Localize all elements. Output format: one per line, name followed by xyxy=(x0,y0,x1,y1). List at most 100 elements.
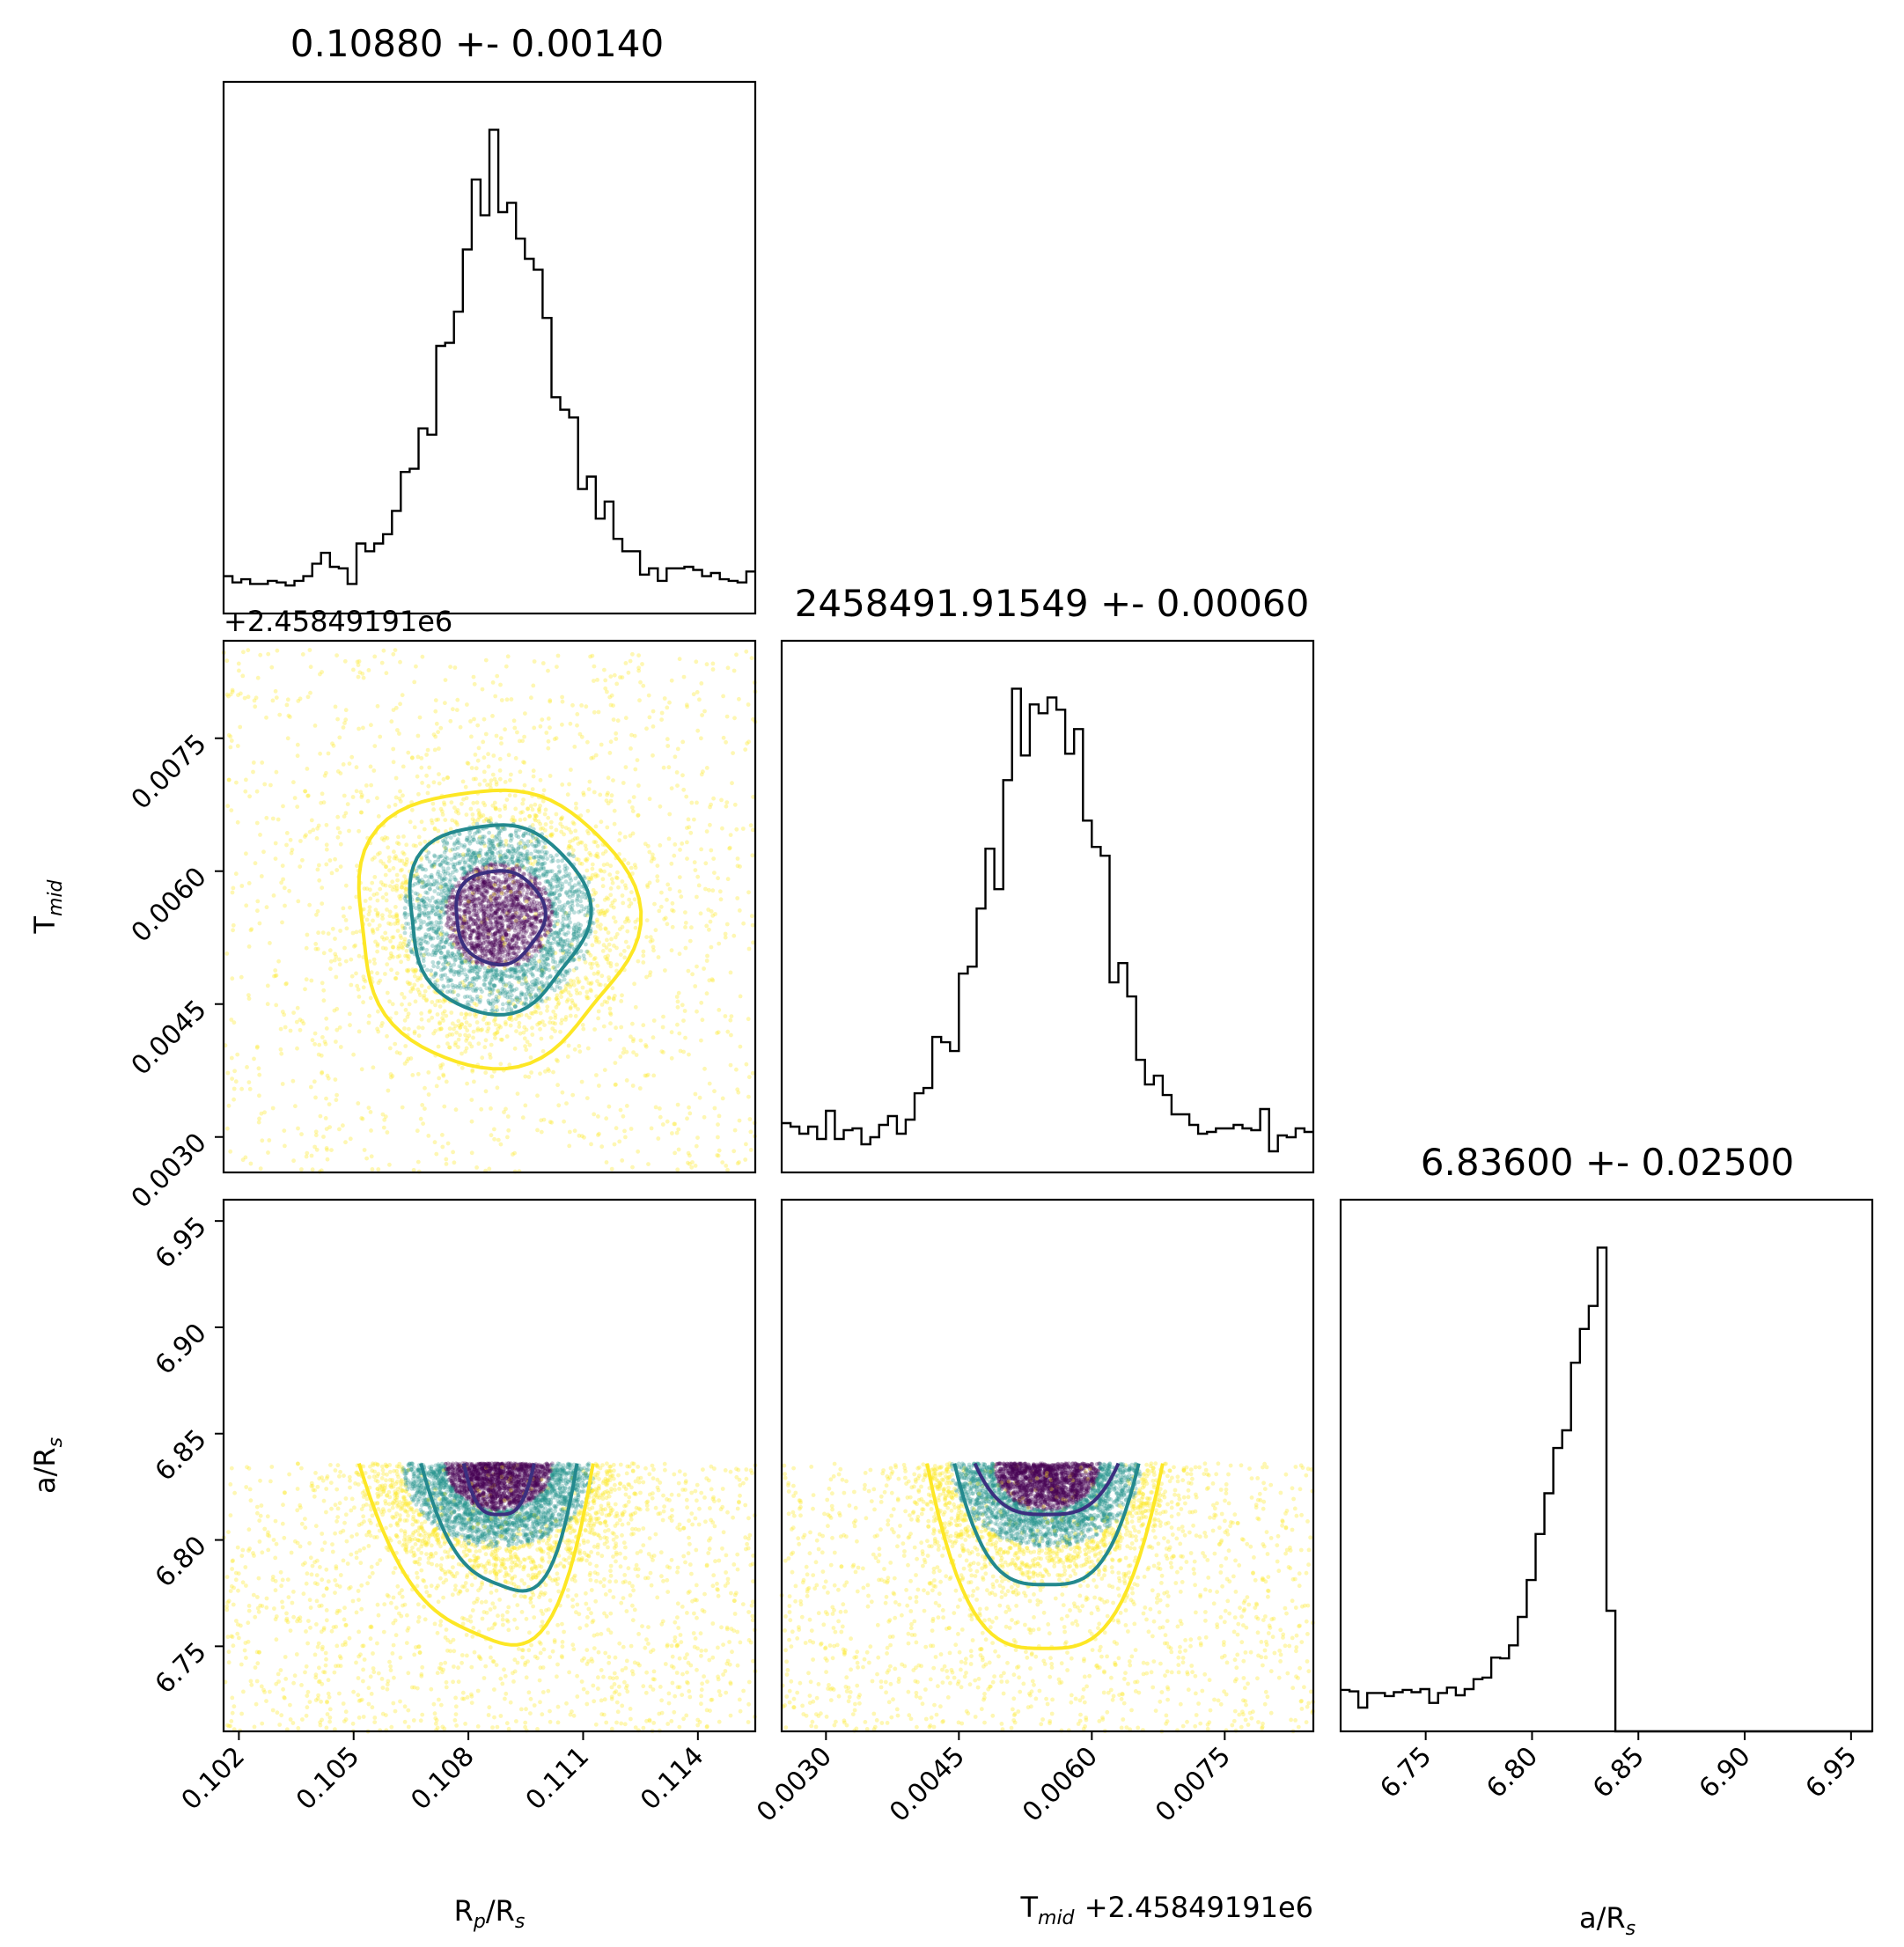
scatter-point xyxy=(584,949,590,954)
scatter-point xyxy=(581,792,586,797)
scatter-point xyxy=(658,843,663,848)
scatter-point xyxy=(578,899,583,904)
scatter-point xyxy=(329,1148,334,1152)
scatter-point xyxy=(434,818,438,822)
scatter-point xyxy=(499,698,504,702)
scatter-point xyxy=(636,959,641,964)
scatter-point xyxy=(465,1028,470,1033)
scatter-point xyxy=(629,865,634,871)
scatter-point xyxy=(687,1105,691,1110)
scatter-point xyxy=(262,782,268,787)
scatter-point xyxy=(506,877,511,882)
scatter-point xyxy=(385,835,390,841)
scatter-point xyxy=(587,779,592,784)
scatter-point xyxy=(391,651,396,657)
scatter-point xyxy=(273,856,278,861)
scatter-point xyxy=(415,774,420,779)
scatter-point xyxy=(494,733,499,738)
scatter-point xyxy=(686,1160,690,1165)
scatter-point xyxy=(579,890,584,895)
scatter-point xyxy=(680,1003,685,1008)
scatter-point xyxy=(569,768,573,772)
scatter-point xyxy=(419,765,424,770)
scatter-point xyxy=(504,989,510,995)
scatter-point xyxy=(677,951,682,957)
scatter-point xyxy=(620,1158,625,1163)
scatter-point xyxy=(522,782,527,788)
scatter-point xyxy=(545,1008,549,1013)
scatter-point xyxy=(400,867,404,872)
scatter-point xyxy=(333,856,337,862)
scatter-point xyxy=(563,932,569,937)
scatter-point xyxy=(566,843,571,849)
scatter-point xyxy=(256,1120,261,1125)
scatter-point xyxy=(538,919,543,923)
scatter-point xyxy=(723,931,728,937)
scatter-point xyxy=(562,902,568,907)
scatter-point xyxy=(313,1095,318,1100)
scatter-point xyxy=(518,818,523,822)
scatter-point xyxy=(343,959,349,964)
scatter-point xyxy=(589,981,594,986)
scatter-point xyxy=(239,884,245,888)
scatter-point xyxy=(354,929,359,935)
scatter-point xyxy=(584,847,589,852)
scatter-point xyxy=(710,913,716,918)
scatter-point xyxy=(284,842,289,848)
scatter-point xyxy=(643,841,648,847)
scatter-point xyxy=(436,965,440,970)
scatter-point xyxy=(415,1071,421,1076)
scatter-point xyxy=(683,910,687,915)
scatter-point xyxy=(410,967,415,972)
scatter-point xyxy=(501,843,506,849)
scatter-point xyxy=(496,831,502,835)
scatter-point xyxy=(535,1128,540,1133)
scatter-point xyxy=(450,951,454,956)
scatter-point xyxy=(403,878,408,882)
scatter-point xyxy=(712,871,717,875)
scatter-point xyxy=(513,1004,518,1009)
scatter-point xyxy=(225,1126,230,1131)
scatter-point xyxy=(518,906,523,911)
scatter-point xyxy=(512,725,518,731)
scatter-point xyxy=(725,1029,731,1034)
scatter-point xyxy=(403,893,408,899)
scatter-point xyxy=(518,945,523,951)
scatter-point xyxy=(275,648,280,653)
scatter-point xyxy=(477,919,482,924)
scatter-point xyxy=(536,842,541,847)
scatter-point xyxy=(419,1011,423,1016)
scatter-point xyxy=(320,1035,325,1040)
scatter-point xyxy=(576,934,581,939)
scatter-point xyxy=(524,997,529,1002)
scatter-point xyxy=(398,702,402,707)
scatter-point xyxy=(457,832,462,837)
scatter-point xyxy=(571,848,576,853)
scatter-point xyxy=(334,868,340,872)
scatter-point xyxy=(518,853,524,858)
scatter-point xyxy=(625,929,630,934)
scatter-point xyxy=(411,843,416,848)
scatter-point xyxy=(592,957,597,962)
scatter-point xyxy=(412,680,417,685)
scatter-point xyxy=(565,792,570,797)
scatter-point xyxy=(434,721,439,726)
scatter-point xyxy=(341,762,346,767)
scatter-point xyxy=(532,725,537,731)
scatter-point xyxy=(522,817,527,822)
scatter-point xyxy=(553,1016,558,1020)
scatter-point xyxy=(471,674,476,680)
scatter-point xyxy=(397,953,402,959)
scatter-point xyxy=(529,892,534,897)
scatter-point xyxy=(482,929,487,933)
scatter-point xyxy=(557,931,562,937)
scatter-point xyxy=(234,780,239,785)
scatter-point xyxy=(503,727,507,732)
scatter-point xyxy=(436,730,440,735)
scatter-point xyxy=(320,1070,324,1076)
scatter-point xyxy=(496,929,500,934)
scatter-point xyxy=(605,937,609,943)
scatter-point xyxy=(311,827,316,833)
scatter-point xyxy=(522,962,526,967)
scatter-point xyxy=(386,858,392,863)
